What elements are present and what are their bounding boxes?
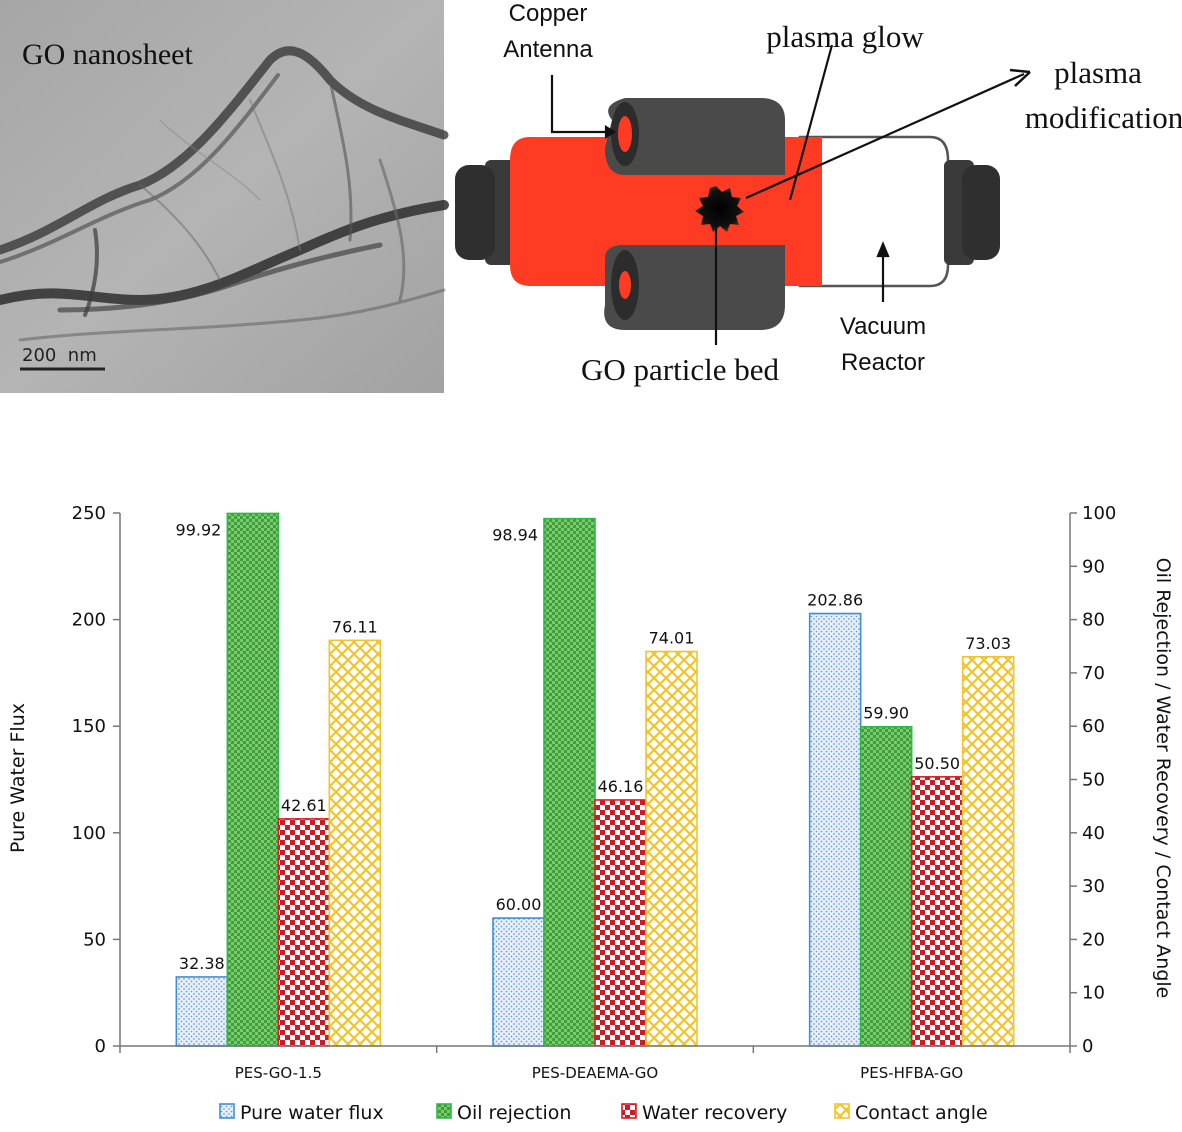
copper-antenna-label-line2: Antenna [503,36,593,63]
copper-antenna-label-line1: Copper [509,0,588,27]
legend-label-water-recovery: Water recovery [642,1102,787,1124]
legend-swatch-contact-angle [834,1103,850,1119]
left-tick-label: 150 [72,716,106,737]
data-label-water-recovery-1: 42.61 [281,796,327,815]
right-tick-label: 20 [1082,929,1105,950]
plasma-glow-label: plasma glow [766,19,924,54]
vacuum-reactor-label-line2: Reactor [841,349,925,376]
right-tick-label: 40 [1082,823,1105,844]
bar-oil-rejection-3 [859,725,913,1047]
right-axis-ticks: 0 10 20 30 40 50 60 70 80 90 100 [1070,503,1116,1057]
category-label-2: PES-DEAEMA-GO [532,1064,659,1082]
left-tick-label: 0 [95,1036,106,1057]
tem-title: GO nanosheet [22,38,193,71]
plasma-reactor-diagram: Copper Antenna plasma glow plasma modifi… [455,0,1182,387]
go-particle-bed-label: GO particle bed [581,352,779,387]
legend-swatch-oil-rejection [436,1103,452,1119]
bar-water-recovery-3 [910,776,964,1047]
legend-label-pure-water-flux: Pure water flux [240,1102,384,1124]
data-label-pure-water-flux-1: 32.38 [179,954,225,973]
vacuum-reactor-label-line1: Vacuum [840,313,926,340]
right-tick-label: 0 [1082,1036,1093,1057]
legend-swatch-water-recovery [621,1103,637,1119]
left-tick-label: 250 [72,503,106,524]
plasma-modification-label-line2: modification [1025,100,1182,135]
legend-label-contact-angle: Contact angle [855,1102,988,1124]
bar-contact-angle-3 [961,655,1015,1047]
copper-antenna-leader [550,75,610,134]
tem-image-panel: GO nanosheet 200 nm [0,0,449,393]
bar-oil-rejection-2 [543,517,596,1047]
data-label-water-recovery-2: 46.16 [598,777,644,796]
arrowhead [1009,68,1031,87]
bar-oil-rejection-1 [226,512,280,1047]
legend: Pure water flux Oil rejection Water recove… [219,1102,988,1124]
data-label-contact-angle-1: 76.11 [332,617,378,636]
legend-swatch-pure-water-flux [219,1103,235,1119]
right-tick-label: 70 [1082,663,1105,684]
left-axis-title: Pure Water Flux [7,703,29,853]
data-label-oil-rejection-3: 59.90 [863,704,909,723]
copper-antenna-coil [604,98,785,330]
right-tick-label: 80 [1082,610,1105,631]
bar-pure-water-flux-2 [492,917,545,1047]
right-axis-title: Oil Rejection / Water Recovery / Contact… [1152,558,1174,999]
left-tick-label: 100 [72,823,106,844]
bar-pure-water-flux-1 [175,976,229,1047]
legend-label-oil-rejection: Oil rejection [457,1102,571,1124]
scale-bar-label: 200 nm [22,345,97,366]
data-label-contact-angle-3: 73.03 [965,634,1011,653]
bar-water-recovery-2 [594,799,647,1047]
right-end-knob [962,165,1000,260]
left-tick-label: 200 [72,610,106,631]
data-label-oil-rejection-2: 98.94 [492,526,538,545]
leader-lines [550,44,1031,345]
category-labels: PES-GO-1.5 PES-DEAEMA-GO PES-HFBA-GO [119,1046,1071,1082]
bars [175,512,1015,1047]
category-label-1: PES-GO-1.5 [235,1064,322,1082]
category-label-3: PES-HFBA-GO [860,1064,963,1082]
left-axis-ticks: 0 50 100 150 200 250 [72,503,120,1057]
bar-chart: 0 50 100 150 200 250 0 10 20 30 40 50 60 70 80 90 100 3… [7,503,1174,1124]
plasma-modification-arrow [745,72,1025,200]
bar-contact-angle-1 [328,639,382,1047]
right-tick-label: 10 [1082,983,1105,1004]
data-label-pure-water-flux-3: 202.86 [807,591,863,610]
data-label-water-recovery-3: 50.50 [914,754,960,773]
axes [119,513,1071,1047]
bar-contact-angle-2 [645,650,698,1047]
bar-water-recovery-1 [277,818,331,1047]
right-tick-label: 50 [1082,770,1105,791]
right-tick-label: 30 [1082,876,1105,897]
plasma-modification-label-line1: plasma [1054,55,1142,90]
right-tick-label: 60 [1082,716,1105,737]
vacuum-reactor-tube [798,135,950,288]
left-end-knob [455,165,495,260]
data-label-pure-water-flux-2: 60.00 [496,895,542,914]
go-nanosheet-image [0,46,449,342]
data-label-oil-rejection-1: 99.92 [176,520,222,539]
data-labels: 32.38 99.92 42.61 76.11 60.00 98.94 46.16 74.01… [176,520,1012,973]
data-label-contact-angle-2: 74.01 [649,629,695,648]
left-tick-label: 50 [83,929,106,950]
bar-pure-water-flux-3 [808,612,862,1047]
go-particle-bed-icon [695,186,744,232]
right-tick-label: 100 [1082,503,1116,524]
right-tick-label: 90 [1082,556,1105,577]
